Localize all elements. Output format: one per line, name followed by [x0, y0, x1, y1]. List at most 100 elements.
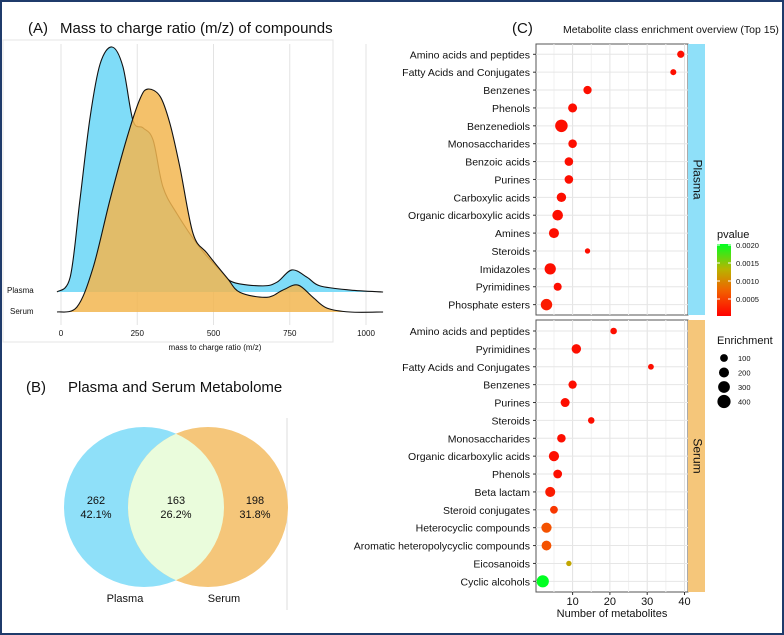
- venn-intersection-count: 163: [167, 495, 185, 507]
- data-point: [568, 139, 577, 148]
- data-point: [670, 69, 677, 76]
- row-label: Phenols: [492, 469, 530, 481]
- data-point: [584, 248, 591, 254]
- panel-b-venn: (B) Plasma and Serum Metabolome 262 42.1…: [26, 379, 288, 610]
- x-tick-label: 500: [207, 329, 221, 338]
- panel-b-label: (B): [26, 379, 46, 396]
- facet-strip-serum: [688, 320, 705, 592]
- data-point: [568, 380, 577, 389]
- x-tick-label: 250: [131, 329, 145, 338]
- row-label: Aromatic heteropolycyclic compounds: [354, 541, 530, 553]
- row-label: Fatty Acids and Conjugates: [402, 362, 530, 374]
- row-label: Pyrimidines: [476, 282, 530, 294]
- row-label: Amino acids and peptides: [410, 326, 530, 338]
- enrichment-legend-dot: [718, 381, 730, 393]
- data-point: [571, 344, 582, 354]
- data-point: [587, 417, 595, 424]
- pvalue-legend: pvalue 0.0020 0.0015 0.0010 0.0005: [717, 229, 759, 316]
- panel-a-density: (A) Mass to charge ratio (m/z) of compou…: [2, 20, 384, 352]
- panel-c-xlabel: Number of metabolites: [557, 608, 668, 620]
- enrichment-legend-dot: [717, 394, 731, 409]
- x-tick-label: 0: [59, 329, 64, 338]
- data-point: [568, 103, 578, 113]
- data-point: [548, 228, 559, 239]
- data-point: [555, 119, 568, 133]
- row-label: Phenols: [492, 103, 530, 115]
- data-point: [540, 298, 553, 311]
- x-tick-label: 1000: [357, 329, 375, 338]
- row-label: Amines: [495, 228, 530, 240]
- enrichment-legend-label: 200: [738, 369, 751, 378]
- data-point: [552, 209, 563, 221]
- x-tick-label: 40: [678, 596, 690, 608]
- pvalue-colorbar: [717, 244, 731, 316]
- row-label: Benzenes: [483, 85, 530, 97]
- enrichment-legend-title: Enrichment: [717, 335, 773, 347]
- row-label: Eicosanoids: [473, 558, 530, 570]
- panel-a-title: Mass to charge ratio (m/z) of compounds: [60, 20, 333, 37]
- row-label: Heterocyclic compounds: [416, 523, 530, 535]
- row-label: Cyclic alcohols: [461, 576, 530, 588]
- data-point: [648, 363, 654, 370]
- venn-serum-pct: 31.8%: [239, 509, 270, 521]
- venn-label-plasma: Plasma: [107, 593, 145, 605]
- facet-strip-label: Plasma: [690, 159, 704, 199]
- data-point: [541, 540, 552, 551]
- panel-c-title: Metabolite class enrichment overview (To…: [563, 24, 779, 36]
- row-label: Carboxylic acids: [454, 192, 530, 204]
- facet-strip-plasma: [688, 44, 705, 315]
- x-tick-label: 10: [566, 596, 578, 608]
- facet-strip-label: Serum: [690, 438, 704, 473]
- panel-a-label: (A): [28, 20, 48, 37]
- data-point: [560, 398, 570, 408]
- panel-c-dotplot: (C) Metabolite class enrichment overview…: [354, 20, 779, 620]
- data-point: [610, 327, 617, 335]
- panel-a-xlabel: mass to charge ratio (m/z): [169, 343, 262, 352]
- facet-serum: Amino acids and peptides Pyrimidines Fatty…: [354, 319, 705, 593]
- enrichment-legend: Enrichment 100 200 300 400: [717, 335, 773, 409]
- data-point: [564, 175, 574, 184]
- x-tick-label: 20: [604, 596, 616, 608]
- row-label: Purines: [494, 398, 530, 410]
- x-tick-label: 750: [283, 329, 297, 338]
- enrichment-legend-label: 100: [738, 354, 751, 363]
- enrichment-legend-dot: [718, 367, 730, 378]
- data-point: [566, 560, 572, 567]
- data-point: [536, 575, 549, 588]
- ridge-label-plasma: Plasma: [7, 286, 34, 295]
- row-label: Purines: [494, 174, 530, 186]
- pvalue-legend-title: pvalue: [717, 229, 749, 241]
- row-label: Pyrimidines: [476, 344, 530, 356]
- row-label: Monosaccharides: [448, 139, 530, 151]
- data-point: [550, 505, 558, 514]
- row-label: Monosaccharides: [448, 433, 530, 445]
- row-label: Imidazoles: [480, 264, 530, 276]
- data-point: [553, 282, 562, 291]
- data-point: [548, 451, 560, 462]
- row-label: Steroids: [491, 415, 530, 427]
- data-point: [564, 157, 574, 166]
- density-line-serum: [56, 88, 384, 313]
- pvalue-legend-label: 0.0015: [736, 259, 759, 268]
- data-point: [553, 469, 563, 479]
- venn-label-serum: Serum: [208, 593, 240, 605]
- venn-plasma-count: 262: [87, 495, 105, 507]
- venn-intersection-pct: 26.2%: [160, 509, 191, 521]
- facet-plasma: Amino acids and peptides Fatty Acids and …: [402, 43, 705, 316]
- row-label: Steroids: [491, 246, 530, 258]
- data-point: [544, 263, 556, 275]
- row-label: Steroid conjugates: [443, 505, 530, 517]
- pvalue-legend-label: 0.0005: [736, 295, 759, 304]
- row-label: Benzenediols: [467, 121, 530, 133]
- panel-b-title: Plasma and Serum Metabolome: [68, 379, 282, 396]
- panel-a-border: [2, 39, 334, 343]
- data-point: [557, 434, 566, 443]
- row-label: Organic dicarboxylic acids: [408, 210, 530, 222]
- enrichment-legend-dot: [720, 354, 728, 362]
- venn-plasma-pct: 42.1%: [80, 509, 111, 521]
- ridge-label-serum: Serum: [10, 307, 34, 316]
- row-label: Phosphate esters: [448, 300, 530, 312]
- row-label: Benzoic acids: [465, 157, 530, 169]
